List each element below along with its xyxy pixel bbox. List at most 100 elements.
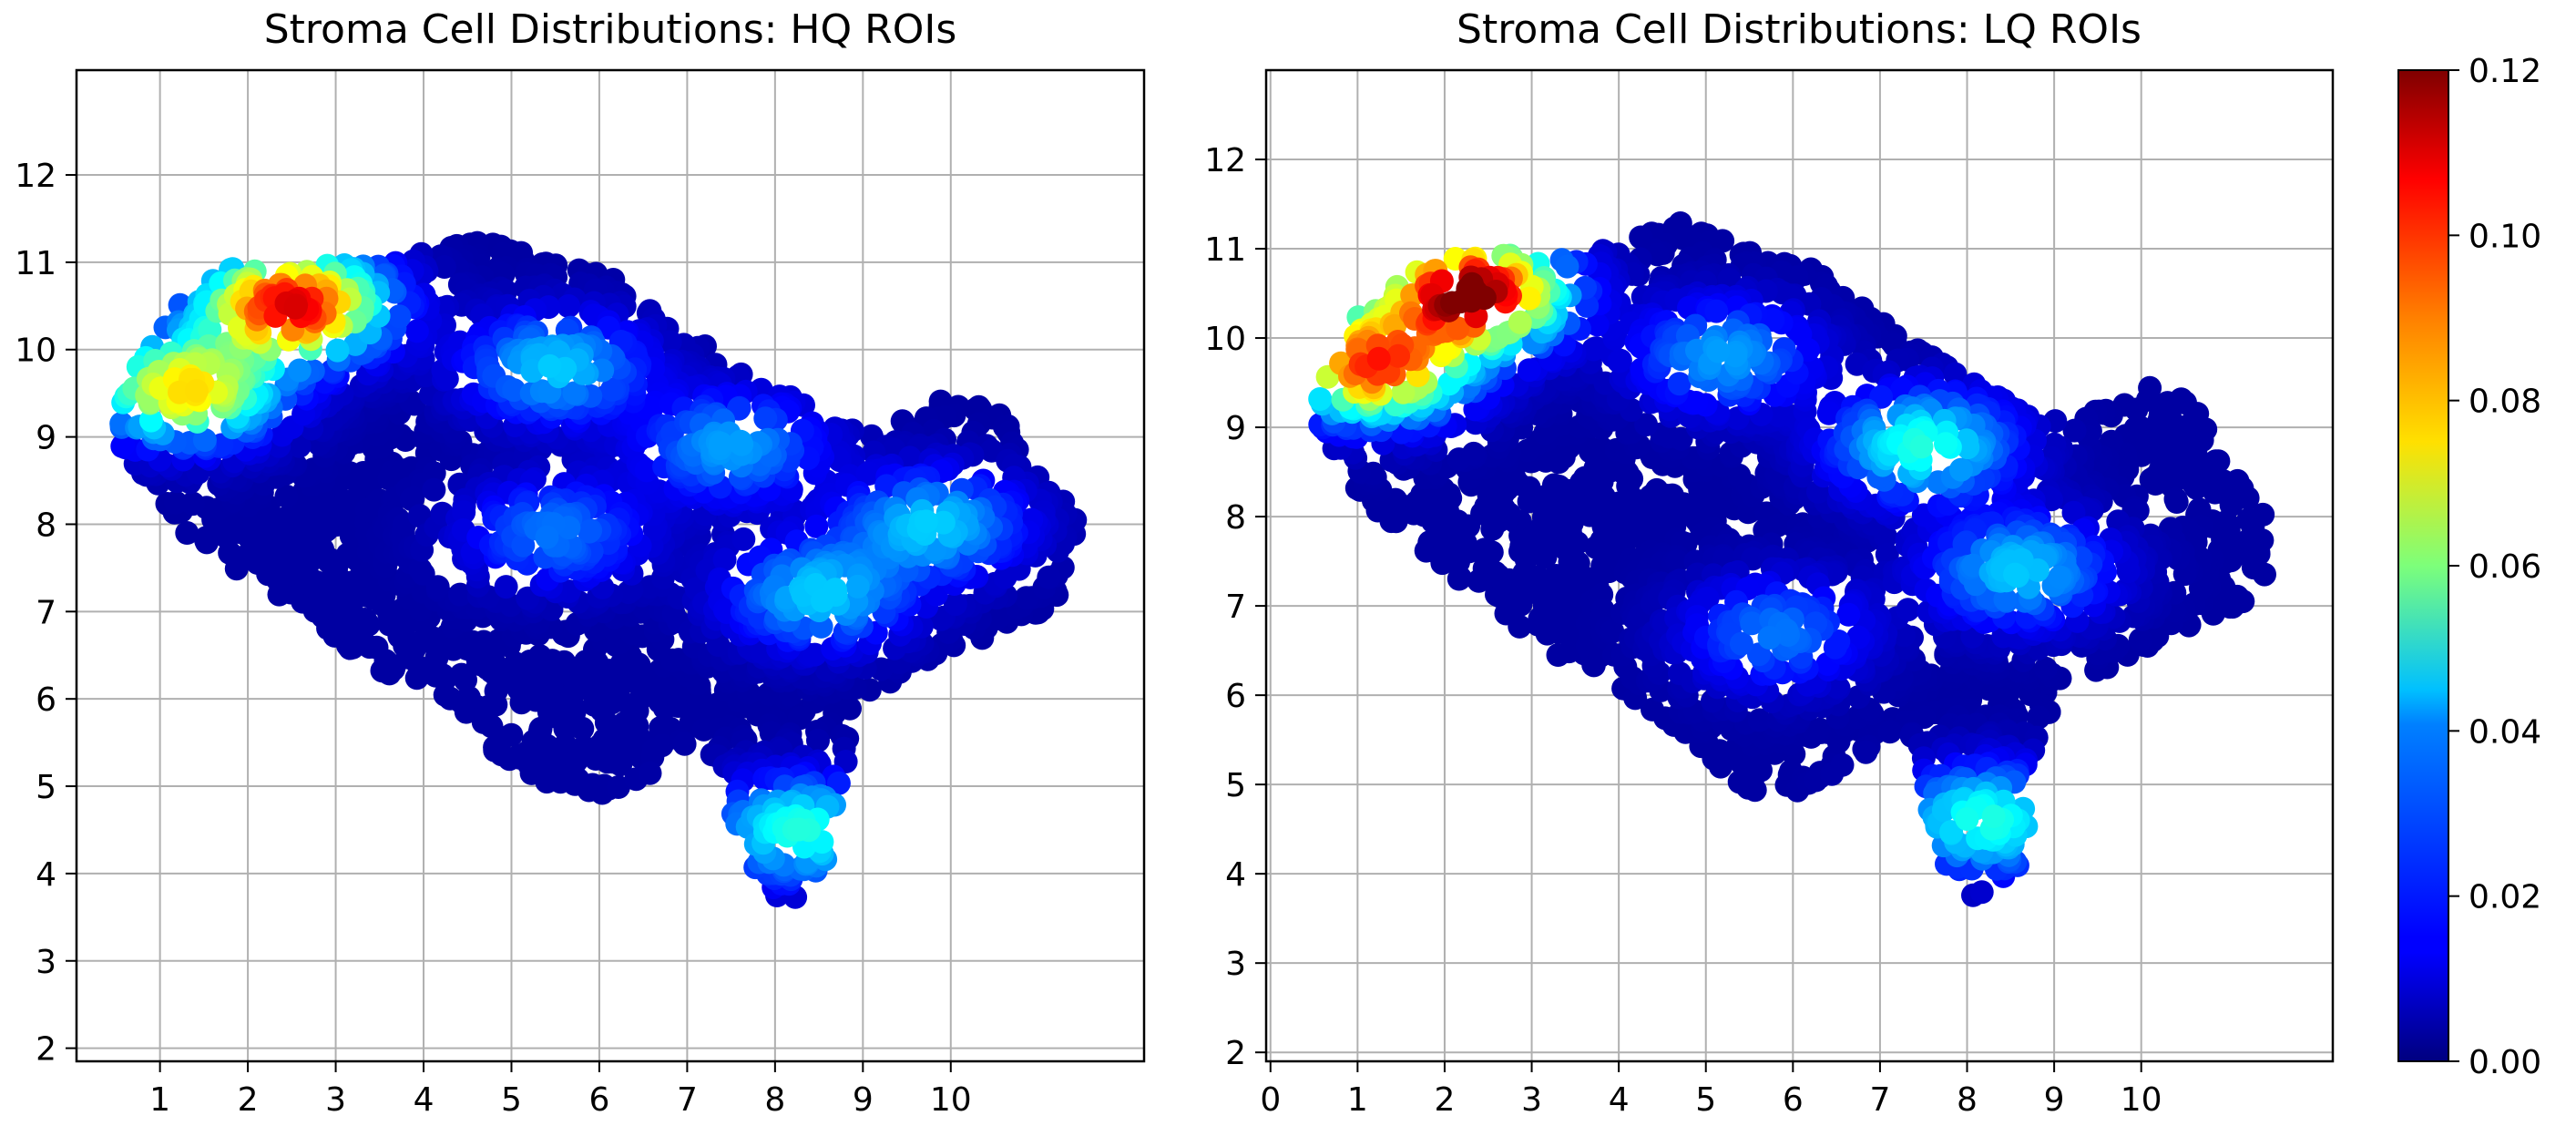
scatter-point xyxy=(287,358,312,383)
scatter-point xyxy=(639,395,664,420)
hq-scatter-points xyxy=(109,230,1088,909)
x-tick-label: 2 xyxy=(238,1081,259,1119)
scatter-point xyxy=(599,377,624,402)
scatter-point xyxy=(1826,629,1851,653)
lq-scatter-points xyxy=(1308,211,2276,907)
scatter-point xyxy=(985,607,1009,631)
scatter-point xyxy=(1969,880,1994,905)
scatter-point xyxy=(943,592,967,617)
scatter-point xyxy=(1600,619,1625,643)
scatter-point xyxy=(422,477,446,502)
x-tick-label: 1 xyxy=(149,1081,170,1119)
scatter-point xyxy=(672,732,697,756)
scatter-point xyxy=(502,378,526,403)
scatter-point xyxy=(364,635,389,660)
scatter-point xyxy=(712,548,737,572)
scatter-point xyxy=(1704,299,1729,323)
x-tick-label: 10 xyxy=(930,1081,972,1119)
scatter-point xyxy=(1784,265,1809,290)
scatter-point xyxy=(2027,705,2050,730)
scatter-point xyxy=(325,338,350,363)
scatter-point xyxy=(164,490,189,515)
scatter-point xyxy=(537,353,562,378)
scatter-point xyxy=(1695,586,1720,610)
scatter-point xyxy=(638,761,662,785)
scatter-point xyxy=(1555,254,1579,279)
y-tick-label: 10 xyxy=(15,333,56,370)
scatter-point xyxy=(1896,598,1920,622)
scatter-point xyxy=(2236,507,2261,532)
scatter-point xyxy=(1830,752,1855,777)
scatter-point xyxy=(823,578,847,602)
scatter-point xyxy=(1575,293,1600,318)
scatter-point xyxy=(1816,401,1841,425)
y-tick-label: 5 xyxy=(36,769,56,806)
scatter-point xyxy=(1854,740,1878,764)
scatter-point xyxy=(527,644,552,669)
scatter-point xyxy=(2033,656,2058,681)
scatter-point xyxy=(387,304,412,329)
scatter-point xyxy=(138,408,163,433)
hq-x-axis: 1 2 3 4 5 6 7 8 9 10 xyxy=(149,1061,972,1119)
scatter-point xyxy=(845,574,870,599)
scatter-point xyxy=(434,366,459,391)
scatter-point xyxy=(404,319,429,343)
scatter-point xyxy=(184,379,209,403)
scatter-point xyxy=(1461,441,1486,466)
scatter-point xyxy=(1683,391,1708,414)
scatter-point xyxy=(931,510,956,535)
scatter-point xyxy=(168,380,191,404)
scatter-point xyxy=(452,500,476,525)
x-tick-label: 7 xyxy=(677,1081,698,1119)
y-tick-label: 4 xyxy=(36,856,56,894)
scatter-point xyxy=(1943,362,1968,386)
scatter-point xyxy=(2062,418,2087,443)
scatter-point xyxy=(557,294,581,318)
hq-plot-title: Stroma Cell Distributions: HQ ROIs xyxy=(264,6,957,53)
scatter-point xyxy=(180,491,205,516)
y-tick-label: 6 xyxy=(36,681,56,719)
scatter-point xyxy=(787,817,812,842)
y-tick-label: 8 xyxy=(36,507,56,544)
scatter-point xyxy=(511,533,536,558)
scatter-point xyxy=(456,685,481,710)
scatter-point xyxy=(857,461,882,486)
scatter-point xyxy=(494,575,518,599)
scatter-point xyxy=(1565,531,1590,555)
scatter-point xyxy=(1641,697,1664,722)
lq-plot-title: Stroma Cell Distributions: LQ ROIs xyxy=(1457,6,2142,53)
scatter-point xyxy=(353,608,377,631)
scatter-point xyxy=(287,434,312,458)
scatter-point xyxy=(432,255,456,279)
scatter-point xyxy=(1608,348,1632,373)
scatter-point xyxy=(1585,312,1610,337)
scatter-point xyxy=(535,525,559,549)
scatter-point xyxy=(192,428,217,452)
scatter-point xyxy=(449,662,474,687)
scatter-point xyxy=(1541,473,1566,497)
scatter-point xyxy=(1533,545,1558,569)
scatter-point xyxy=(1727,463,1752,487)
scatter-point xyxy=(1634,413,1659,437)
scatter-point xyxy=(562,381,587,405)
scatter-point xyxy=(2048,565,2072,589)
scatter-point xyxy=(2143,472,2168,496)
y-tick-label: 3 xyxy=(36,944,56,981)
scatter-point xyxy=(658,330,682,354)
scatter-point xyxy=(1644,477,1669,502)
scatter-point xyxy=(1747,708,1772,732)
scatter-point xyxy=(834,694,859,719)
scatter-point xyxy=(1665,549,1690,574)
y-tick-label: 12 xyxy=(15,158,56,195)
scatter-point xyxy=(554,716,578,741)
scatter-point xyxy=(608,752,633,777)
scatter-point xyxy=(753,406,778,431)
scatter-point xyxy=(1508,592,1533,617)
scatter-point xyxy=(1706,339,1731,363)
scatter-point xyxy=(175,521,199,545)
scatter-point xyxy=(804,514,829,538)
